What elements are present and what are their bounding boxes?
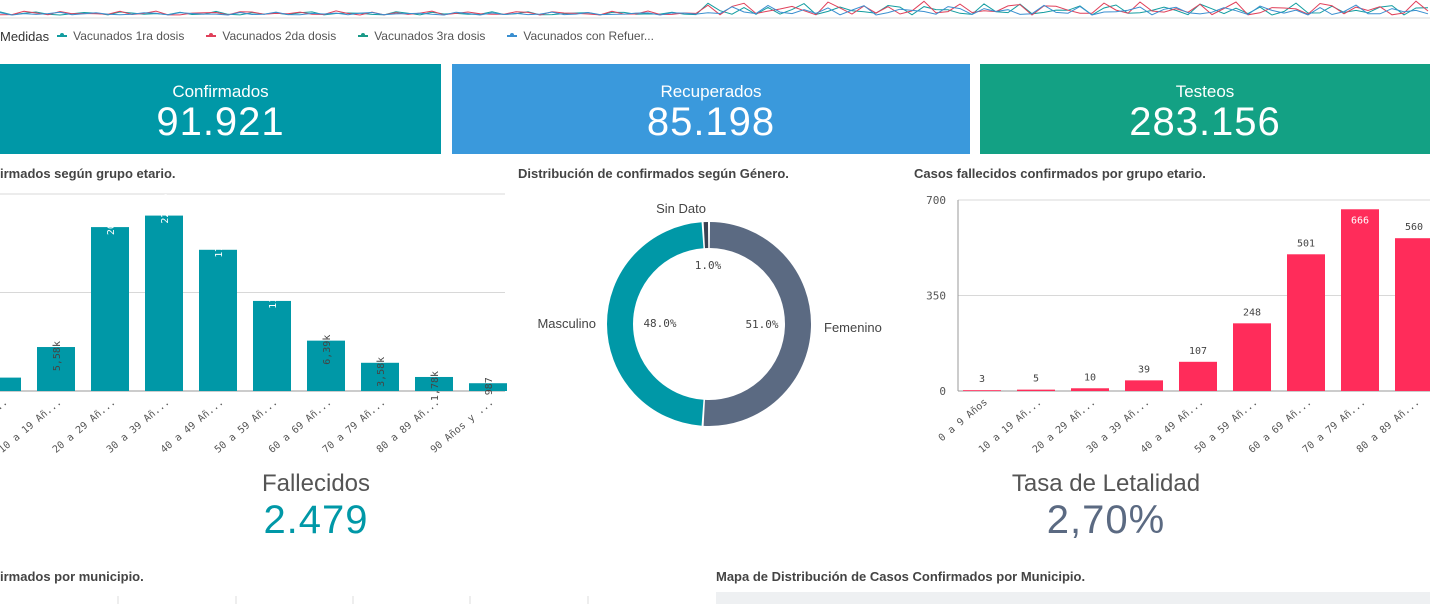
bar-value-label: 6,39k	[322, 335, 333, 365]
bar-value-label: 39	[1138, 364, 1150, 375]
slice-category-label: Sin Dato	[656, 201, 706, 216]
bar-value-label: 22,26k	[160, 187, 171, 223]
donut-slice	[703, 222, 811, 426]
letalidad-kpi: Tasa de Letalidad 2,70%	[956, 470, 1256, 543]
fallecidos-kpi: Fallecidos 2.479	[166, 470, 466, 543]
bar	[145, 215, 183, 391]
bar	[0, 377, 21, 391]
legend-item-2da-dosis[interactable]: Vacunados 2da dosis	[206, 29, 336, 43]
bar-value-label: 17,92k	[214, 222, 225, 258]
legend-marker	[507, 33, 518, 37]
legend-label: Vacunados 1ra dosis	[73, 29, 185, 43]
kpi-card-testeos[interactable]: Testeos 283.156	[980, 64, 1430, 154]
y-tick-label: 700	[926, 194, 946, 207]
bar-value-label: 1,78k	[430, 371, 441, 401]
legend-marker	[358, 33, 369, 37]
bar	[1125, 380, 1163, 391]
kpi-card-recuperados[interactable]: Recuperados 85.198	[452, 64, 970, 154]
slice-percent-label: 51.0%	[745, 318, 778, 331]
fallecidos-label: Fallecidos	[261, 470, 371, 497]
legend-title: Medidas	[0, 28, 50, 44]
bar-value-label: 5,58k	[52, 341, 63, 371]
slice-percent-label: 48.0%	[643, 317, 676, 330]
vaccination-line-chart-strip	[0, 0, 1430, 19]
chart-legend: Medidas Vacunados 1ra dosis Vacunados 2d…	[0, 26, 676, 46]
slice-percent-label: 1.0%	[695, 259, 722, 272]
kpi-label: Testeos	[1175, 82, 1235, 101]
bar	[469, 383, 507, 391]
series-line-refuerzo	[0, 4, 1429, 16]
fallecidos-value: 2.479	[263, 498, 369, 542]
bar	[1179, 361, 1217, 391]
bar	[1395, 238, 1430, 391]
kpi-value: 283.156	[1129, 100, 1281, 144]
kpi-label: Recuperados	[660, 82, 762, 101]
legend-label: Vacunados con Refuer...	[523, 29, 654, 43]
bar-value-label: 248	[1243, 307, 1261, 318]
legend-item-1ra-dosis[interactable]: Vacunados 1ra dosis	[57, 29, 184, 43]
legend-item-refuerzo[interactable]: Vacunados con Refuer...	[507, 29, 654, 43]
legend-label: Vacunados 3ra dosis	[374, 29, 486, 43]
letalidad-label: Tasa de Letalidad	[1011, 470, 1201, 497]
bar	[1287, 254, 1325, 391]
bar	[1341, 209, 1379, 391]
series-line-2da	[0, 0, 1429, 16]
bar	[1071, 388, 1109, 391]
bar	[361, 362, 399, 391]
letalidad-value: 2,70%	[1046, 498, 1166, 542]
bar	[253, 300, 291, 391]
donut-slice	[607, 222, 704, 426]
bar-value-label: 501	[1297, 238, 1315, 249]
kpi-label: Confirmados	[172, 82, 269, 101]
bar-value-label: 5	[1033, 374, 1039, 385]
bar-value-label: 666	[1351, 215, 1369, 226]
bar-value-label: 20,8k	[106, 205, 117, 235]
deaths-chart-title: Casos fallecidos confirmados por grupo e…	[914, 166, 1206, 181]
bar	[307, 340, 345, 391]
y-tick-label: 350	[926, 290, 946, 303]
bar-value-label: 10	[1084, 372, 1096, 383]
bar	[1017, 389, 1055, 391]
x-tick-label: 0 a 9 Años	[937, 397, 990, 444]
bar-value-label: 107	[1189, 346, 1207, 357]
bar-value-label: 3	[979, 374, 985, 385]
bar	[37, 347, 75, 391]
gender-donut-chart[interactable]: 51.0% 48.0% 1.0% Femenino Masculino Sin Dato	[510, 186, 910, 446]
bar	[415, 376, 453, 391]
legend-marker	[206, 33, 217, 37]
bar	[91, 227, 129, 391]
municipio-chart-gridlines	[117, 596, 589, 604]
map-area[interactable]	[716, 592, 1430, 604]
y-tick-label: 0	[939, 385, 946, 398]
legend-label: Vacunados 2da dosis	[222, 29, 337, 43]
bar	[199, 249, 237, 391]
kpi-card-confirmados[interactable]: Confirmados 91.921	[0, 64, 441, 154]
kpi-value: 91.921	[156, 100, 285, 144]
slice-category-label: Masculino	[537, 316, 596, 331]
mapa-title: Mapa de Distribución de Casos Confirmado…	[716, 569, 1086, 584]
municipio-chart-title: irmados por municipio.	[0, 569, 144, 584]
bar	[963, 390, 1001, 391]
slice-category-label: Femenino	[824, 320, 882, 335]
bar-value-label: 560	[1405, 222, 1423, 233]
bar-value-label: 11,43k	[268, 273, 279, 309]
kpi-value: 85.198	[646, 100, 776, 144]
age-chart-title: irmados según grupo etario.	[0, 166, 176, 181]
bar	[1233, 323, 1271, 391]
bar-value-label: 3,58k	[376, 357, 387, 387]
legend-item-3ra-dosis[interactable]: Vacunados 3ra dosis	[358, 29, 485, 43]
gender-chart-title: Distribución de confirmados según Género…	[518, 166, 789, 181]
legend-marker	[57, 33, 68, 37]
bar-value-label: 987	[484, 377, 495, 395]
